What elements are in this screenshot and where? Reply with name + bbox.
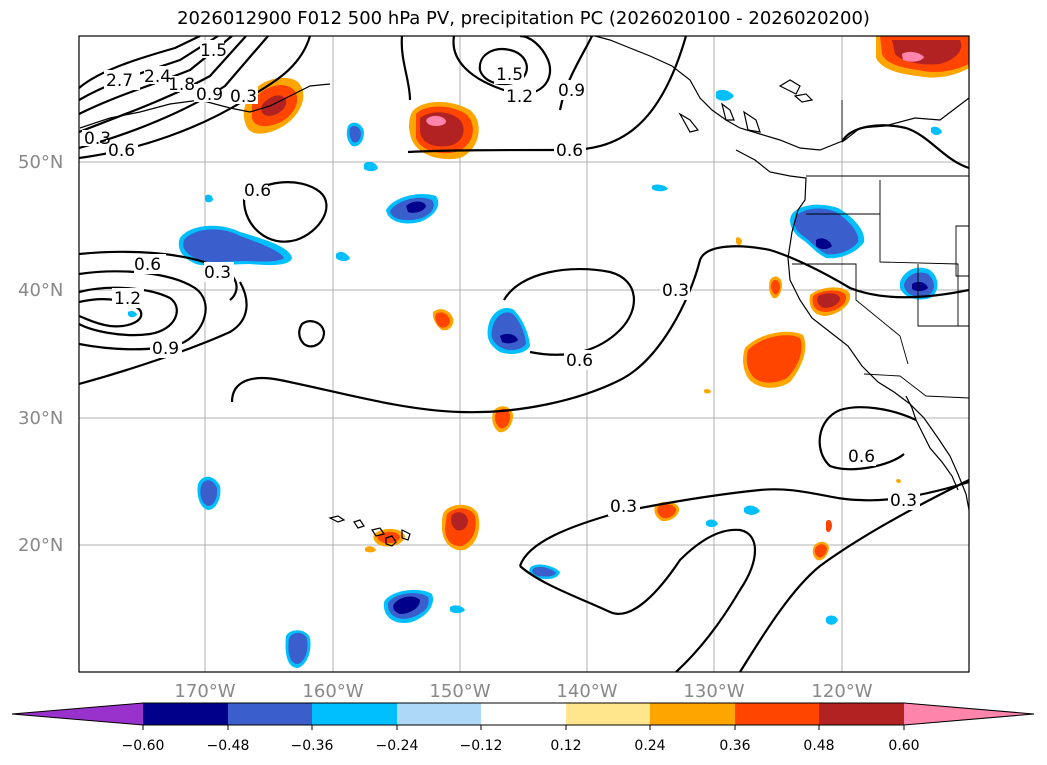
lon-label-130w: 130°W — [683, 681, 744, 702]
colorbar-segment — [312, 703, 397, 725]
contour-label: 2.4 — [144, 67, 171, 87]
colorbar: −0.60 −0.48 −0.36 −0.24 −0.12 0.12 0.24 … — [11, 702, 1035, 754]
contour-label: 1.5 — [496, 65, 523, 85]
colorbar-tick: −0.60 — [122, 738, 165, 754]
lon-label-170w: 170°W — [174, 681, 235, 702]
colorbar-tick: −0.24 — [376, 738, 419, 754]
contour-label: 0.3 — [230, 87, 257, 107]
lon-label-140w: 140°W — [556, 681, 617, 702]
contour-label: 0.3 — [890, 491, 917, 511]
contour-label: 0.3 — [84, 129, 111, 149]
colorbar-tick: 0.12 — [550, 738, 581, 754]
colorbar-segment — [481, 703, 566, 725]
colorbar-segment — [735, 703, 819, 725]
map-background — [79, 36, 969, 672]
contour-label: 0.6 — [556, 141, 583, 161]
lat-label-20n: 20°N — [18, 535, 63, 556]
pv-contour-labels: 2.7 2.4 1.8 1.5 0.9 0.3 1.5 1.2 0.9 0.6 … — [82, 40, 920, 517]
colorbar-segment — [566, 703, 650, 725]
contour-label: 0.9 — [558, 81, 585, 101]
contour-label: 0.6 — [108, 141, 135, 161]
contour-label: 1.2 — [506, 87, 533, 107]
contour-label: 0.3 — [610, 497, 637, 517]
positive-precip-anomalies — [243, 36, 969, 561]
colorbar-tick: −0.48 — [207, 738, 250, 754]
negative-precip-anomalies — [128, 89, 942, 668]
map-title: 2026012900 F012 500 hPa PV, precipitatio… — [177, 8, 870, 29]
lon-label-150w: 150°W — [429, 681, 490, 702]
colorbar-tick: 0.24 — [634, 738, 665, 754]
contour-label: 0.6 — [566, 351, 593, 371]
contour-label: 0.9 — [196, 85, 223, 105]
lat-label-30n: 30°N — [18, 408, 63, 429]
colorbar-tick: −0.12 — [460, 738, 503, 754]
contour-label: 0.6 — [244, 181, 271, 201]
contour-label: 0.9 — [152, 339, 179, 359]
lon-label-120w: 120°W — [811, 681, 872, 702]
contour-label: 0.3 — [204, 263, 231, 283]
colorbar-segment — [228, 703, 312, 725]
colorbar-segment — [12, 703, 143, 725]
contour-label: 1.8 — [168, 75, 195, 95]
lat-label-40n: 40°N — [18, 280, 63, 301]
map-frame — [78, 35, 970, 673]
colorbar-segment — [397, 703, 481, 725]
lat-label-50n: 50°N — [18, 152, 63, 173]
contour-label: 1.2 — [114, 289, 141, 309]
colorbar-segment — [904, 703, 1034, 725]
colorbar-segment — [819, 703, 904, 725]
colorbar-tick: 0.48 — [803, 738, 834, 754]
colorbar-tick: −0.36 — [291, 738, 334, 754]
colorbar-tick: 0.36 — [719, 738, 750, 754]
contour-label: 0.6 — [848, 447, 875, 467]
borders — [792, 100, 969, 399]
contour-label: 0.3 — [662, 281, 689, 301]
colorbar-segment — [650, 703, 735, 725]
contour-label: 2.7 — [106, 71, 133, 91]
contour-label: 0.6 — [134, 255, 161, 275]
colorbar-tick: 0.60 — [888, 738, 919, 754]
lon-label-160w: 160°W — [302, 681, 363, 702]
colorbar-segment — [143, 703, 228, 725]
contour-label: 1.5 — [200, 41, 227, 61]
